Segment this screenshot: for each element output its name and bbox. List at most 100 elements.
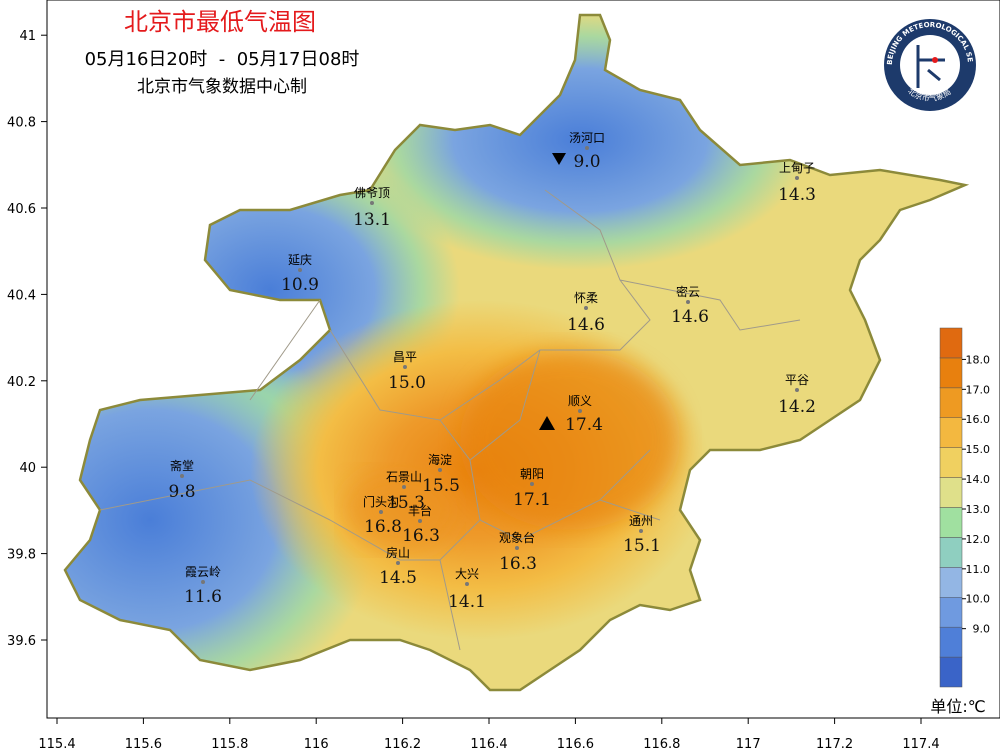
x-tick-label: 116.4 bbox=[470, 737, 507, 752]
station-name: 房山 bbox=[386, 545, 410, 560]
y-tick-label: 39.8 bbox=[7, 548, 36, 563]
colorbar-bin bbox=[939, 327, 963, 359]
station-name: 延庆 bbox=[288, 253, 312, 267]
colorbar-label: 17.0 bbox=[966, 383, 991, 396]
colorbar-bin bbox=[939, 357, 963, 389]
y-tick-label: 40.2 bbox=[7, 375, 36, 390]
y-tick-label: 40.4 bbox=[7, 288, 36, 303]
station-value: 10.9 bbox=[281, 275, 319, 295]
x-tick-label: 115.8 bbox=[211, 737, 248, 752]
station-value: 11.6 bbox=[184, 587, 222, 607]
colorbar-bin bbox=[939, 507, 963, 538]
station-name: 斋堂 bbox=[170, 458, 194, 473]
station-name: 顺义 bbox=[568, 394, 592, 408]
station-value: 15.3 bbox=[387, 493, 425, 513]
station-dot bbox=[180, 474, 184, 478]
title: 北京市最低气温图 bbox=[124, 8, 316, 36]
station-dot bbox=[402, 485, 406, 489]
station-dot bbox=[201, 580, 205, 584]
colorbar-bin bbox=[939, 626, 963, 658]
colorbar-label: 11.0 bbox=[966, 563, 991, 576]
time-range: 05月16日20时 - 05月17日08时 bbox=[85, 49, 360, 70]
colorbar-bin bbox=[939, 477, 963, 508]
colorbar-bin bbox=[939, 417, 963, 448]
station-value: 14.3 bbox=[778, 185, 816, 205]
station-name: 门头沟 bbox=[363, 494, 399, 509]
station-dot bbox=[584, 306, 588, 310]
y-tick-label: 40.6 bbox=[7, 202, 36, 217]
y-tick-label: 41 bbox=[19, 29, 36, 44]
station-dot bbox=[795, 388, 799, 392]
colorbar-bin bbox=[939, 447, 963, 478]
station-name: 通州 bbox=[629, 514, 653, 528]
x-tick-label: 116.8 bbox=[643, 737, 680, 752]
colorbar-bin bbox=[939, 537, 963, 568]
station-dot bbox=[578, 409, 582, 413]
colorbar-label: 15.0 bbox=[966, 443, 991, 456]
station-name: 密云 bbox=[676, 284, 700, 299]
x-tick-label: 117.2 bbox=[816, 737, 853, 752]
station-name: 上甸子 bbox=[779, 161, 815, 175]
station-value: 16.3 bbox=[402, 526, 440, 546]
station-name: 佛爷顶 bbox=[354, 186, 390, 200]
station-dot bbox=[585, 146, 589, 150]
station-value: 14.5 bbox=[379, 568, 417, 588]
station-name: 汤河口 bbox=[569, 131, 605, 145]
station-name: 海淀 bbox=[428, 452, 452, 467]
min-marker bbox=[552, 153, 566, 165]
station-name: 丰台 bbox=[408, 503, 432, 518]
station-name: 朝阳 bbox=[520, 467, 544, 481]
colorbar-label: 12.0 bbox=[966, 533, 991, 546]
station-value: 14.1 bbox=[448, 592, 486, 612]
colorbar-label: 9.0 bbox=[973, 623, 991, 636]
station-name: 石景山 bbox=[386, 470, 422, 484]
station-name: 昌平 bbox=[393, 350, 417, 364]
station-value: 13.1 bbox=[353, 210, 391, 230]
station-value: 15.0 bbox=[388, 373, 426, 393]
station-name: 怀柔 bbox=[574, 291, 598, 305]
station-value: 14.2 bbox=[778, 397, 816, 417]
station-value: 9.0 bbox=[573, 152, 600, 172]
colorbar-label: 16.0 bbox=[966, 413, 991, 426]
station-dot bbox=[515, 546, 519, 550]
station-value: 15.1 bbox=[623, 536, 661, 556]
x-tick-label: 115.6 bbox=[125, 737, 162, 752]
station-name: 大兴 bbox=[455, 567, 479, 581]
station-dot bbox=[370, 201, 374, 205]
station-name: 观象台 bbox=[499, 530, 535, 545]
station-dot bbox=[438, 468, 442, 472]
x-tick-label: 116.6 bbox=[557, 737, 594, 752]
station-value: 17.4 bbox=[565, 415, 603, 435]
station-value: 14.6 bbox=[567, 315, 605, 335]
station-value: 9.8 bbox=[168, 482, 195, 502]
x-tick-label: 117 bbox=[736, 737, 761, 752]
station-dot bbox=[530, 482, 534, 486]
station-dot bbox=[686, 300, 690, 304]
colorbar-label: 10.0 bbox=[966, 593, 991, 606]
colorbar-bin bbox=[939, 567, 963, 598]
station-value: 15.5 bbox=[422, 476, 460, 496]
y-tick-label: 39.6 bbox=[7, 634, 36, 649]
district-borders bbox=[99, 189, 801, 651]
station-dot bbox=[465, 582, 469, 586]
max-marker bbox=[539, 416, 555, 430]
x-tick-label: 116.2 bbox=[384, 737, 421, 752]
station-value: 16.8 bbox=[364, 517, 402, 537]
x-tick-label: 116 bbox=[304, 737, 329, 752]
station-name: 霞云岭 bbox=[185, 565, 221, 579]
source: 北京市气象数据中心制 bbox=[137, 77, 307, 97]
x-tick-label: 117.4 bbox=[902, 737, 939, 752]
station-value: 17.1 bbox=[513, 490, 551, 510]
station-dot bbox=[403, 365, 407, 369]
colorbar-bin bbox=[939, 656, 963, 688]
y-tick-label: 40 bbox=[19, 461, 36, 476]
station-dot bbox=[379, 510, 383, 514]
station-dot bbox=[396, 561, 400, 565]
unit: 单位:℃ bbox=[930, 697, 985, 716]
station-name: 平谷 bbox=[785, 373, 809, 387]
y-tick-label: 40.8 bbox=[7, 116, 36, 131]
station-dot bbox=[795, 176, 799, 180]
station-dot bbox=[418, 519, 422, 523]
station-dot bbox=[298, 268, 302, 272]
